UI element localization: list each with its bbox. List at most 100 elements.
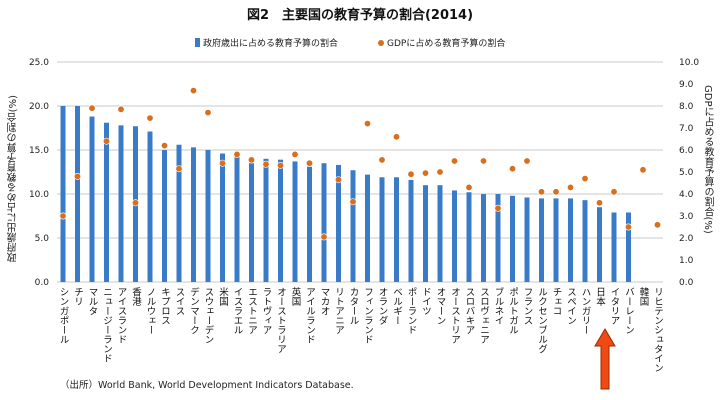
data-point xyxy=(552,188,560,196)
bar xyxy=(553,198,559,282)
bar xyxy=(495,194,501,282)
x-tick-label: ニュージーランド xyxy=(101,287,113,363)
legend-swatch-bar xyxy=(195,38,200,47)
data-point xyxy=(479,157,487,165)
data-point xyxy=(291,150,299,158)
y-tick-label: 15.0 xyxy=(29,146,49,156)
data-point xyxy=(334,176,342,184)
data-point xyxy=(320,233,328,241)
data-point xyxy=(436,168,444,176)
x-tick-label: チリ xyxy=(72,287,83,306)
chart-title: 図2 主要国の教育予算の割合(2014) xyxy=(246,8,474,23)
bar xyxy=(568,198,573,282)
data-point xyxy=(363,120,371,128)
bar xyxy=(582,200,588,282)
x-tick-label: カタール xyxy=(348,287,360,325)
bar xyxy=(597,207,602,282)
x-tick-label: ノルウェー xyxy=(145,287,157,335)
bar xyxy=(104,122,109,282)
data-point xyxy=(262,160,270,168)
x-tick-label: スロバキア xyxy=(464,287,476,335)
bar xyxy=(205,150,211,282)
bar xyxy=(524,197,530,282)
bar xyxy=(263,158,269,282)
data-point xyxy=(305,159,313,167)
bar xyxy=(234,157,240,282)
data-point xyxy=(407,170,415,178)
x-tick-label: バーレーン xyxy=(623,287,635,335)
y-tick-label: 5.0 xyxy=(35,234,50,244)
bar xyxy=(379,177,385,282)
y2-tick-label: 9.0 xyxy=(679,80,694,90)
bar xyxy=(89,116,95,282)
x-tick-label: エストニア xyxy=(246,287,258,335)
x-tick-label: 香港 xyxy=(130,287,142,306)
data-point xyxy=(653,221,661,229)
x-tick-label: 英国 xyxy=(290,286,302,307)
bar xyxy=(510,195,515,282)
data-point xyxy=(175,165,183,173)
data-point xyxy=(450,157,458,165)
data-point xyxy=(74,172,82,180)
x-tick-label: デンマーク xyxy=(188,286,200,334)
x-tick-label: スロヴェニア xyxy=(478,287,490,344)
data-point xyxy=(349,198,357,206)
y2-tick-label: 1.0 xyxy=(679,256,694,266)
y2-tick-label: 8.0 xyxy=(679,102,694,112)
x-tick-label: イスラエル xyxy=(232,287,244,335)
x-tick-label: マルタ xyxy=(87,287,99,316)
x-tick-label: シンガポール xyxy=(58,287,70,344)
x-tick-label: オマーン xyxy=(435,287,447,325)
x-tick-label: チェコ xyxy=(551,287,562,316)
bar xyxy=(466,192,472,282)
data-point xyxy=(508,165,516,173)
x-tick-label: オーストラリア xyxy=(275,287,287,354)
bar xyxy=(611,212,617,282)
legend-item-dot: GDPに占める教育予算の割合 xyxy=(378,36,505,49)
legend-item-bar: 政府歳出に占める教育予算の割合 xyxy=(195,36,338,49)
legend: 政府歳出に占める教育予算の割合 GDPに占める教育予算の割合 xyxy=(195,36,505,49)
data-point xyxy=(103,137,111,145)
data-point xyxy=(204,109,212,117)
x-tick-label: キプロス xyxy=(159,287,170,325)
x-tick-label: 韓国 xyxy=(638,287,650,307)
legend-swatch-dot xyxy=(378,39,385,46)
y2-tick-label: 5.0 xyxy=(679,168,694,178)
y2-tick-label: 3.0 xyxy=(679,212,694,222)
bar xyxy=(350,170,356,282)
data-point xyxy=(233,150,241,158)
y2-tick-label: 6.0 xyxy=(679,146,694,156)
x-tick-label: ブルネイ xyxy=(493,286,505,325)
x-tick-label: オーストリア xyxy=(449,287,461,344)
bar xyxy=(626,212,631,282)
legend-label: GDPに占める教育予算の割合 xyxy=(387,39,506,49)
bar xyxy=(437,185,443,282)
x-tick-label: ハンガリー xyxy=(580,287,592,335)
x-tick-label: アイルランド xyxy=(304,287,316,344)
bar xyxy=(278,159,283,282)
data-point xyxy=(88,104,96,112)
x-tick-label: ドイツ xyxy=(420,287,432,316)
bar xyxy=(423,185,428,282)
data-point xyxy=(276,161,284,169)
source-note: （出所）World Bank, World Development Indica… xyxy=(60,380,354,391)
data-point xyxy=(595,199,603,207)
x-tick-label: リヒテンシュタイン xyxy=(652,287,664,373)
data-point xyxy=(639,166,647,174)
data-point xyxy=(624,223,632,231)
x-tick-label: スウェーデン xyxy=(203,287,215,344)
x-tick-label: 日本 xyxy=(594,287,606,307)
bar xyxy=(292,161,298,282)
y-tick-label: 20.0 xyxy=(29,102,49,112)
bar xyxy=(191,147,196,282)
data-point xyxy=(132,199,140,207)
y-tick-label: 10.0 xyxy=(29,190,49,200)
data-point xyxy=(190,87,198,95)
data-point xyxy=(494,204,502,212)
bar xyxy=(481,194,486,282)
data-point xyxy=(581,175,589,183)
bar xyxy=(162,150,167,282)
x-tick-label: フランス xyxy=(522,287,533,325)
data-point xyxy=(219,159,227,167)
